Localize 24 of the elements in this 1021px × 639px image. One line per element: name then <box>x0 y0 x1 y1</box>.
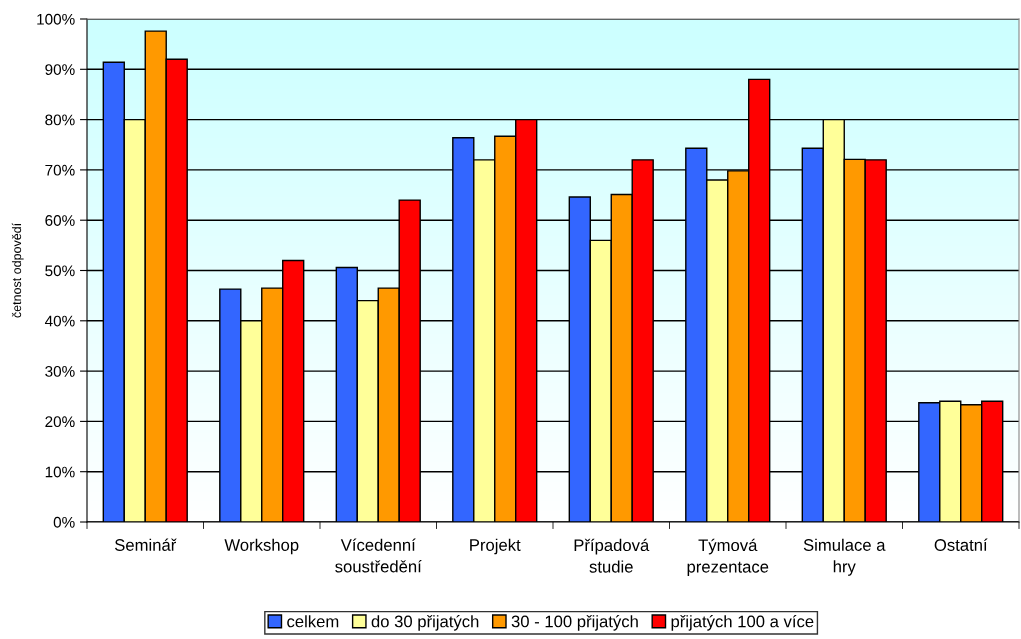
y-tick-label: 100% <box>37 13 75 25</box>
y-tick-label: 20% <box>45 416 75 428</box>
x-tick-label: Seminář <box>114 538 177 551</box>
y-tick-label: 30% <box>45 365 75 377</box>
y-tick-label: 70% <box>45 164 75 176</box>
legend-label: přijatých 100 a více <box>671 614 814 631</box>
y-tick-label: 90% <box>45 64 75 75</box>
x-tick-label: Případová studie <box>574 538 650 573</box>
x-tick-label: Vícedenní soustředění <box>335 538 422 573</box>
legend-label: do 30 přijatých <box>371 614 479 631</box>
legend-label: celkem <box>287 615 339 628</box>
y-tick-label: 80% <box>45 114 75 126</box>
y-tick-label: 40% <box>44 315 75 327</box>
y-tick-label: 10% <box>45 466 75 478</box>
x-tick-label: Projekt <box>470 538 521 555</box>
x-tick-label: Ostatní <box>934 538 988 551</box>
y-tick-label: 50% <box>45 265 75 277</box>
y-axis-title: četnost odpovědí <box>11 222 24 318</box>
x-tick-label: Simulace a hry <box>803 538 886 576</box>
y-tick-label: 0% <box>53 516 75 528</box>
legend-label: 30 - 100 přijatých <box>511 614 638 631</box>
y-tick-label: 60% <box>45 215 75 226</box>
x-tick-label: Workshop <box>224 538 299 555</box>
x-tick-label: Týmová prezentace <box>687 538 769 576</box>
